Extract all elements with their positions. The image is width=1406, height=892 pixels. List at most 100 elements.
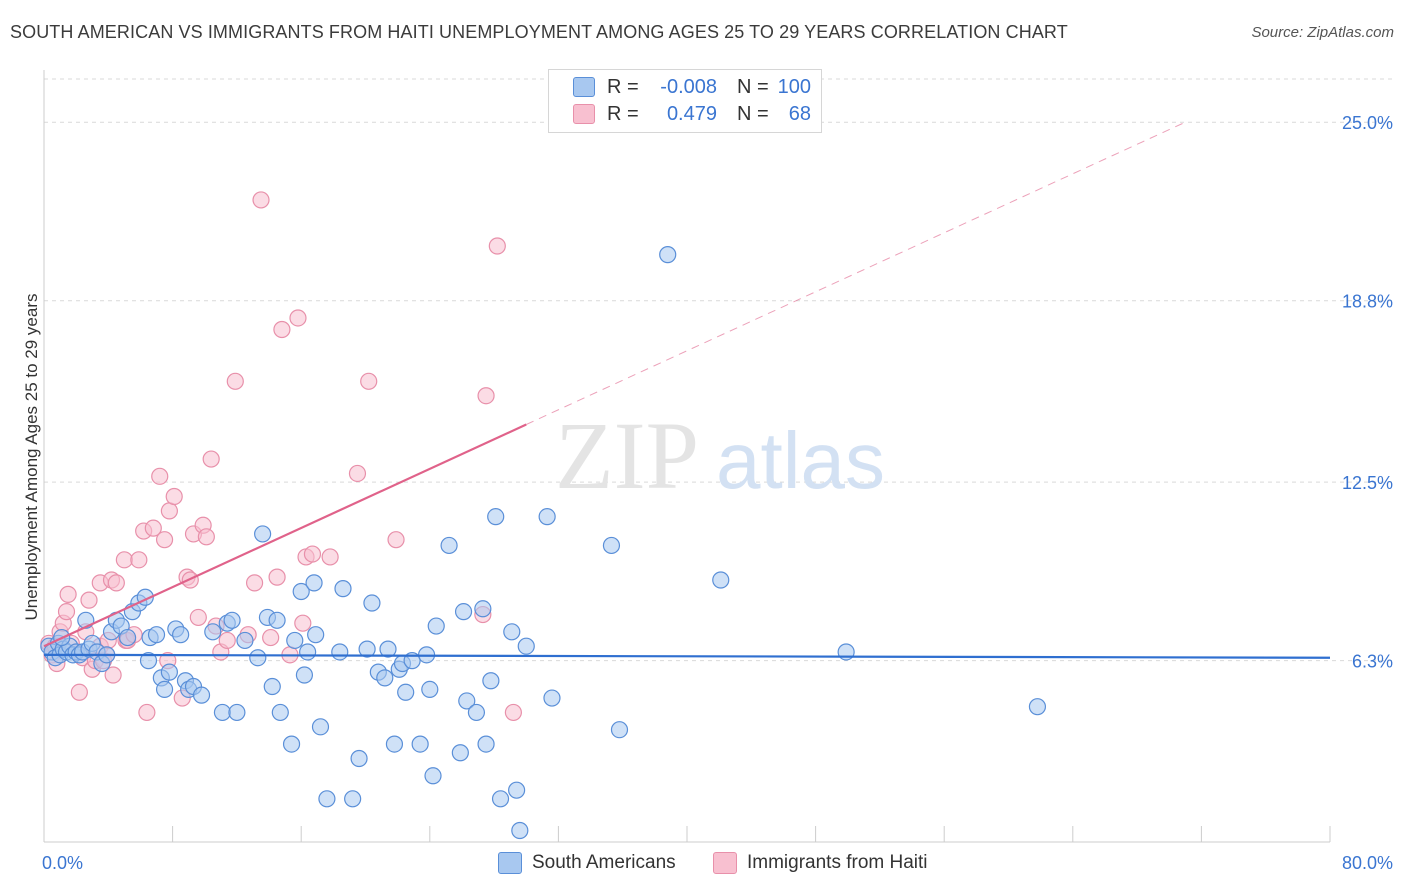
y-tick-label: 25.0% (1342, 113, 1393, 133)
south-american-point (172, 626, 190, 644)
haiti-point (226, 372, 244, 390)
legend-swatch-south-americans (573, 77, 595, 97)
haiti-point (303, 545, 322, 563)
south-american-point (477, 735, 495, 753)
south-american-point (424, 767, 442, 785)
haiti-point (321, 548, 339, 566)
haiti-point (252, 191, 270, 209)
legend-swatch-haiti (573, 104, 595, 124)
south-american-point (487, 508, 505, 526)
south-american-point (482, 672, 500, 690)
south-american-point (421, 680, 439, 699)
south-american-point (376, 669, 394, 687)
haiti-point (360, 372, 378, 390)
bottom-legend-swatch-haiti (713, 852, 737, 874)
bottom-legend-swatch-south-americans (498, 852, 522, 874)
south-american-point (344, 790, 362, 808)
watermark-zip: ZIP (555, 402, 699, 509)
x-tick-label-max: 80.0% (1342, 853, 1393, 873)
haiti-point (80, 591, 98, 609)
south-american-point (610, 721, 629, 739)
south-american-point (503, 623, 521, 641)
axis-layer (43, 70, 1331, 843)
south-american-point (411, 735, 429, 753)
bottom-legend-south-americans[interactable]: South Americans (498, 852, 676, 874)
south-american-point (139, 652, 158, 670)
haiti-point (165, 487, 183, 506)
chart-title: SOUTH AMERICAN VS IMMIGRANTS FROM HAITI … (10, 22, 1068, 42)
south-american-point (263, 677, 281, 696)
south-american-point (223, 611, 241, 629)
haiti-point (294, 614, 312, 632)
x-tick-label-min: 0.0% (42, 853, 83, 873)
south-american-point (236, 631, 254, 650)
label-layer: 6.3% 12.5% 18.8% 25.0% 0.0% 80.0% (42, 113, 1393, 873)
south-american-point (249, 649, 267, 667)
y-tick-label: 12.5% (1342, 473, 1393, 493)
haiti-point (130, 551, 148, 569)
source-label: Source: ZipAtlas.com (1251, 24, 1394, 41)
south-american-point (427, 617, 445, 635)
y-axis-label: Unemployment Among Ages 25 to 29 years (22, 294, 41, 621)
south-american-point (379, 640, 397, 658)
south-american-point (155, 680, 174, 699)
south-american-point (307, 626, 325, 644)
haiti-point (245, 574, 264, 592)
south-american-point (282, 735, 301, 753)
haiti-point (144, 519, 162, 537)
haiti-point (268, 568, 286, 586)
bottom-legend-label-south-americans: South Americans (532, 852, 676, 873)
haiti-point (155, 531, 174, 549)
haiti-point (70, 683, 88, 701)
south-american-point (118, 628, 137, 647)
legend-n-label: N = (737, 75, 769, 98)
south-american-point (517, 637, 535, 655)
haiti-point (348, 464, 367, 483)
haiti-point (151, 467, 169, 485)
watermark: ZIP atlas (555, 402, 885, 509)
haiti-point (107, 574, 125, 592)
south-american-point (458, 692, 476, 710)
haiti-point (488, 237, 506, 255)
south-american-point (467, 703, 486, 722)
south-american-trend-line (43, 653, 1331, 659)
south-american-point (538, 508, 556, 526)
south-american-point (451, 744, 469, 762)
south-american-point (331, 643, 349, 661)
legend-r-value: 0.479 (666, 102, 717, 125)
south-american-point (192, 686, 211, 704)
y-tick-label: 6.3% (1352, 652, 1393, 672)
south-american-point (271, 703, 289, 722)
haiti-point (57, 603, 76, 621)
south-american-point (1028, 698, 1047, 716)
haiti-point (138, 703, 156, 722)
legend-n-label: N = (737, 102, 769, 125)
legend: R = -0.008 N = 100 R = 0.479 N = 68 (548, 69, 822, 133)
south-american-point (491, 790, 510, 808)
south-american-point (659, 246, 677, 264)
south-american-point (358, 640, 376, 658)
south-american-point (268, 611, 286, 629)
south-american-point (602, 536, 621, 555)
haiti-point (115, 551, 133, 569)
haiti-point (197, 528, 215, 546)
legend-row-south-americans: R = -0.008 N = 100 (573, 74, 811, 100)
haiti-point (477, 387, 495, 405)
south-american-point (511, 821, 529, 840)
legend-r-label: R = (607, 75, 639, 98)
south-american-point (228, 703, 246, 722)
south-american-point (318, 790, 336, 808)
south-american-point (299, 643, 317, 661)
south-american-point (440, 536, 458, 555)
haiti-point (273, 320, 291, 339)
bottom-legend-haiti[interactable]: Immigrants from Haiti (713, 852, 928, 874)
south-american-point (204, 623, 222, 641)
south-american-point (363, 594, 381, 612)
south-american-point (292, 582, 310, 601)
south-american-point (454, 603, 473, 621)
haiti-point (59, 585, 77, 603)
south-american-point (350, 749, 368, 768)
haiti-trend-line (43, 423, 527, 648)
legend-n-value: 100 (777, 75, 811, 98)
